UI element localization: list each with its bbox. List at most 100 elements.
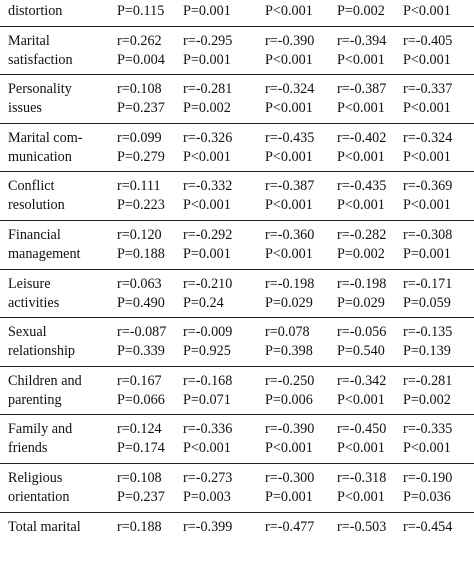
table-cell: r=-0.308 P=0.001	[403, 221, 452, 264]
row-divider	[0, 365, 474, 367]
table-row: Idealisticdistortionr=0.144P=0.115 r=-0.3…	[0, 0, 474, 27]
table-cell: r=0.144P=0.115	[117, 0, 164, 21]
table-cell: r=-0.382P<0.001	[265, 0, 314, 21]
p-value: P<0.001	[265, 245, 313, 262]
p-value: P=0.115	[117, 3, 165, 19]
correlation-value: r=-0.198	[337, 275, 387, 292]
p-value: P=0.24	[183, 294, 224, 311]
p-value: P<0.001	[403, 51, 451, 68]
p-value: P<0.001	[265, 440, 313, 457]
correlation-value: r=-0.405	[403, 32, 453, 49]
row-label-line: munication	[8, 148, 72, 165]
row-label-line: Marital	[8, 32, 50, 49]
table-cell: r=0.188	[117, 513, 162, 537]
table-cell: r=0.063 P=0.490	[117, 270, 165, 313]
table-cell: r=-0.324 P<0.001	[265, 75, 314, 118]
row-label: Marital satisfaction	[8, 27, 113, 70]
p-value: P=0.223	[117, 197, 165, 214]
row-divider	[0, 122, 474, 124]
table-cell: r=0.111 P=0.223	[117, 172, 165, 215]
p-value: P<0.001	[403, 100, 451, 117]
p-value: P=0.540	[337, 343, 385, 360]
row-label: Children and parenting	[8, 367, 113, 410]
table-cell: r=-0.281 P=0.002	[403, 367, 452, 410]
table-cell: r=-0.454	[403, 513, 452, 537]
table-cell: r=0.099 P=0.279	[117, 124, 165, 167]
p-value: P<0.001	[265, 197, 313, 214]
correlation-value: r=-0.324	[265, 81, 315, 98]
table-cell: r=-0.282 P=0.002	[337, 221, 386, 264]
row-divider	[0, 414, 474, 416]
correlation-value: r=-0.281	[403, 372, 453, 389]
correlation-value: r=0.099	[117, 129, 162, 146]
p-value: P=0.237	[117, 100, 165, 117]
p-value: P<0.001	[183, 440, 231, 457]
correlation-value: r=0.108	[117, 81, 162, 98]
table-cell: r=-0.168 P=0.071	[183, 367, 232, 410]
p-value: P<0.001	[337, 148, 385, 165]
table-row: Marital com-munication r=0.099 P=0.279 r=-0…	[0, 124, 474, 173]
p-value: P=0.006	[265, 391, 313, 408]
correlation-value: r=-0.402	[337, 129, 387, 146]
table-row: Religious orientation r=0.108 P=0.237 r=-0.2…	[0, 464, 474, 513]
row-label-line: Family and	[8, 421, 73, 438]
row-label: Religious orientation	[8, 464, 113, 507]
p-value: P<0.001	[183, 148, 231, 165]
correlation-value: r=-0.435	[337, 178, 387, 195]
row-label-line: Leisure	[8, 275, 51, 292]
p-value: P=0.029	[265, 294, 313, 311]
table-cell: r=-0.402 P<0.001	[337, 124, 386, 167]
table-row: Total marital r=0.188 r=-0.399 r=-0.477 r=-0…	[0, 513, 474, 561]
p-value: P<0.001	[337, 391, 385, 408]
correlation-value: r=-0.282	[337, 226, 387, 243]
table-row: Marital satisfaction r=0.262 P=0.004 r=-0.29…	[0, 27, 474, 76]
correlation-value: r=-0.454	[403, 518, 453, 535]
table-cell: r=-0.477	[265, 513, 314, 537]
p-value: P=0.001	[183, 51, 231, 68]
correlation-value: r=-0.210	[183, 275, 233, 292]
correlation-value: r=-0.450	[337, 421, 387, 438]
p-value: P=0.174	[117, 440, 165, 457]
p-value: P<0.001	[403, 197, 451, 214]
row-label-line: issues	[8, 100, 42, 117]
p-value: P<0.001	[403, 3, 451, 19]
p-value: P=0.339	[117, 343, 165, 360]
row-label-line: distortion	[8, 3, 63, 19]
table-cell: r=-0.394 P<0.001	[337, 27, 386, 70]
correlation-value: r=0.078	[265, 324, 310, 341]
p-value: P=0.001	[183, 3, 231, 19]
table-cell: r=-0.387 P<0.001	[337, 75, 386, 118]
row-label: Leisure activities	[8, 270, 113, 313]
row-label: Marital com-munication	[8, 124, 113, 167]
correlation-value: r=0.108	[117, 469, 162, 486]
p-value: P=0.925	[183, 343, 231, 360]
table-cell: r=-0.360 P<0.001	[265, 221, 314, 264]
table-cell: r=-0.273 P=0.003	[183, 464, 232, 507]
table-cell: r=-0.300 P=0.001	[265, 464, 314, 507]
p-value: P=0.188	[117, 245, 165, 262]
table-cell: r=0.120 P=0.188	[117, 221, 165, 264]
table-cell: r=-0.198 P=0.029	[265, 270, 314, 313]
table-cell: r=-0.399	[183, 513, 232, 537]
correlation-value: r=-0.387	[265, 178, 315, 195]
p-value: P<0.001	[337, 440, 385, 457]
correlation-value: r=-0.332	[183, 178, 233, 195]
correlation-value: r=-0.300	[265, 469, 315, 486]
correlation-value: r=-0.308	[403, 226, 453, 243]
correlation-value: r=0.167	[117, 372, 162, 389]
row-label-line: parenting	[8, 391, 62, 408]
p-value: P<0.001	[183, 197, 231, 214]
table-cell: r=-0.313P=0.001	[183, 0, 232, 21]
p-value: P<0.001	[265, 51, 313, 68]
p-value: P=0.002	[337, 245, 385, 262]
table-cell: r=-0.332 P<0.001	[183, 172, 232, 215]
correlation-value: r=-0.273	[183, 469, 233, 486]
p-value: P=0.398	[265, 343, 313, 360]
correlation-value: r=-0.318	[337, 469, 387, 486]
row-divider	[0, 25, 474, 27]
table-cell: r=0.167 P=0.066	[117, 367, 165, 410]
table-cell: r=-0.390 P<0.001	[265, 27, 314, 70]
correlation-value: r=-0.135	[403, 324, 453, 341]
correlation-value: r=-0.394	[337, 32, 387, 49]
table-cell: r=-0.336 P<0.001	[183, 415, 232, 458]
